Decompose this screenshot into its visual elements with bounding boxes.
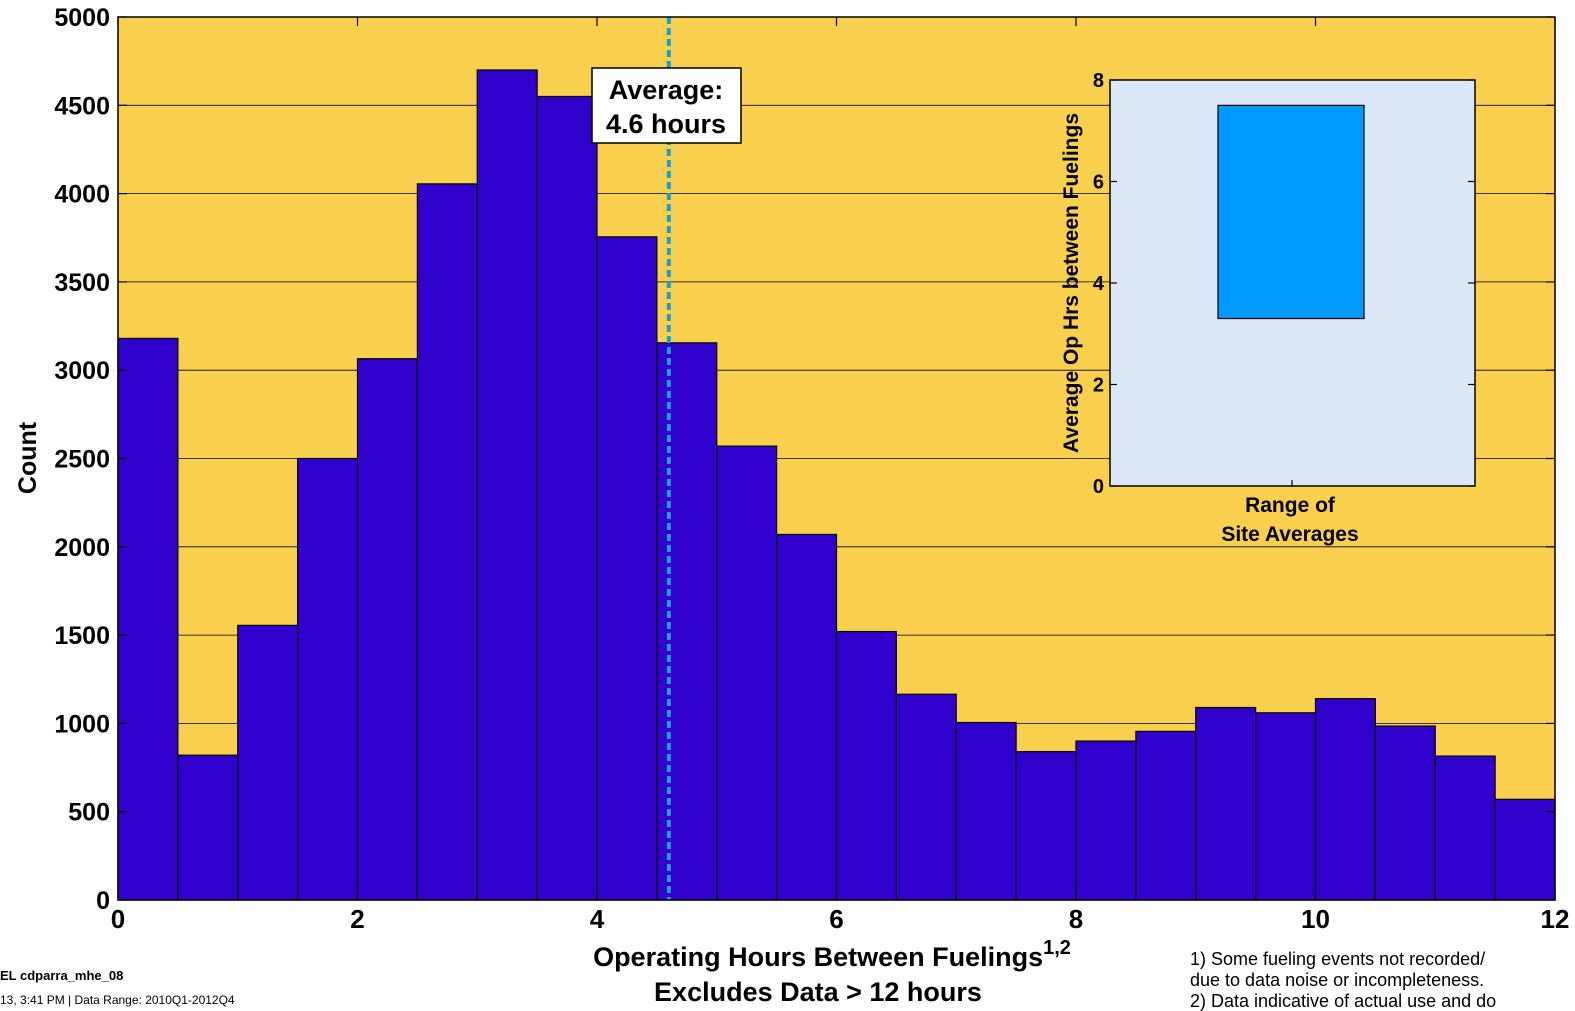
main-y-ticks: 0 500 1000 1500 2000 2500 3000 3500 4000 4500 5000 bbox=[54, 4, 1555, 915]
average-label-box: Average: 4.6 hours bbox=[591, 67, 742, 144]
inset-y-tick-label: 4 bbox=[1093, 273, 1105, 295]
main-x-tick-label: 0 bbox=[111, 904, 125, 934]
main-x-ticks: 0 2 4 6 8 10 12 bbox=[111, 17, 1570, 934]
inset-y-tick-label: 2 bbox=[1093, 375, 1104, 397]
inset-y-axis-label: Average Op Hrs between Fuelings bbox=[1060, 113, 1083, 453]
main-y-tick-label: 5000 bbox=[54, 4, 110, 32]
histogram-bar bbox=[776, 533, 838, 901]
main-y-tick-label: 2000 bbox=[54, 534, 110, 562]
average-label-line1: Average: bbox=[609, 75, 724, 105]
histogram-bar bbox=[177, 754, 239, 901]
histogram-bar bbox=[476, 69, 538, 901]
footnote-2: 2) Data indicative of actual use and do bbox=[1190, 991, 1496, 1011]
histogram-bar bbox=[955, 721, 1017, 901]
inset-y-ticks: 0 2 4 6 8 bbox=[1093, 70, 1475, 498]
histogram-bar bbox=[1374, 725, 1436, 901]
footnote-1: 1) Some fueling events not recorded/ bbox=[1190, 949, 1485, 969]
main-x-tick-label: 6 bbox=[829, 904, 843, 934]
histogram-bar bbox=[1255, 712, 1317, 901]
footnote-1-continued: due to data noise or incompleteness. bbox=[1190, 970, 1484, 990]
inset-y-tick-label: 8 bbox=[1093, 70, 1104, 92]
histogram-bar bbox=[1195, 706, 1257, 901]
main-y-tick-label: 4500 bbox=[54, 92, 110, 120]
main-y-tick-label: 3000 bbox=[54, 357, 110, 385]
inset-chart: 0 2 4 6 8 Average Op Hrs between Fuelings Ra… bbox=[1060, 70, 1476, 546]
main-x-tick-label: 8 bbox=[1069, 904, 1083, 934]
main-y-tick-label: 0 bbox=[96, 887, 110, 915]
histogram-bar bbox=[835, 630, 897, 901]
footer-left-line2: 13, 3:41 PM | Data Range: 2010Q1-2012Q4 bbox=[0, 993, 235, 1007]
inset-x-axis-label-line2: Site Averages bbox=[1221, 523, 1358, 546]
histogram-bar bbox=[356, 358, 418, 901]
histogram-bar bbox=[656, 342, 718, 901]
main-y-tick-label: 3500 bbox=[54, 269, 110, 297]
footer-left-line1: EL cdparra_mhe_08 bbox=[0, 968, 123, 983]
main-x-axis-label-superscript: 1,2 bbox=[1043, 937, 1071, 959]
histogram-bar bbox=[1494, 798, 1556, 901]
inset-range-bar bbox=[1217, 104, 1365, 320]
histogram-bar bbox=[1075, 740, 1137, 901]
histogram-bar bbox=[536, 95, 598, 901]
histogram-bar bbox=[1434, 755, 1496, 901]
main-y-tick-label: 1500 bbox=[54, 622, 110, 650]
main-x-tick-label: 10 bbox=[1301, 904, 1330, 934]
histogram-bar bbox=[237, 624, 299, 901]
inset-y-tick-label: 6 bbox=[1093, 172, 1104, 194]
main-y-tick-label: 1000 bbox=[54, 710, 110, 738]
main-x-tick-label: 4 bbox=[590, 904, 605, 934]
main-y-tick-label: 2500 bbox=[54, 446, 110, 474]
main-x-tick-label: 12 bbox=[1541, 904, 1570, 934]
main-x-axis-label-line2: Excludes Data > 12 hours bbox=[654, 977, 982, 1007]
histogram-bar bbox=[1314, 698, 1376, 901]
histogram-bar bbox=[716, 445, 778, 901]
main-y-axis-label: Count bbox=[14, 421, 42, 494]
inset-x-axis-label-line1: Range of bbox=[1245, 494, 1336, 517]
main-y-tick-label: 500 bbox=[68, 799, 110, 827]
main-x-axis-label: Operating Hours Between Fuelings1,2 bbox=[593, 937, 1071, 972]
histogram-bar bbox=[117, 337, 179, 901]
histogram-bar bbox=[596, 236, 658, 901]
main-x-tick-label: 2 bbox=[350, 904, 364, 934]
main-bars bbox=[117, 69, 1556, 901]
main-y-tick-label: 4000 bbox=[54, 181, 110, 209]
histogram-bar bbox=[1015, 751, 1077, 901]
histogram-bar bbox=[1135, 730, 1197, 901]
average-label-line2: 4.6 hours bbox=[606, 109, 726, 139]
histogram-bar bbox=[416, 183, 478, 901]
histogram-bar bbox=[895, 693, 957, 901]
inset-y-tick-label: 0 bbox=[1093, 476, 1104, 498]
histogram-bar bbox=[297, 457, 359, 901]
main-x-axis-label-text: Operating Hours Between Fuelings bbox=[593, 942, 1043, 972]
